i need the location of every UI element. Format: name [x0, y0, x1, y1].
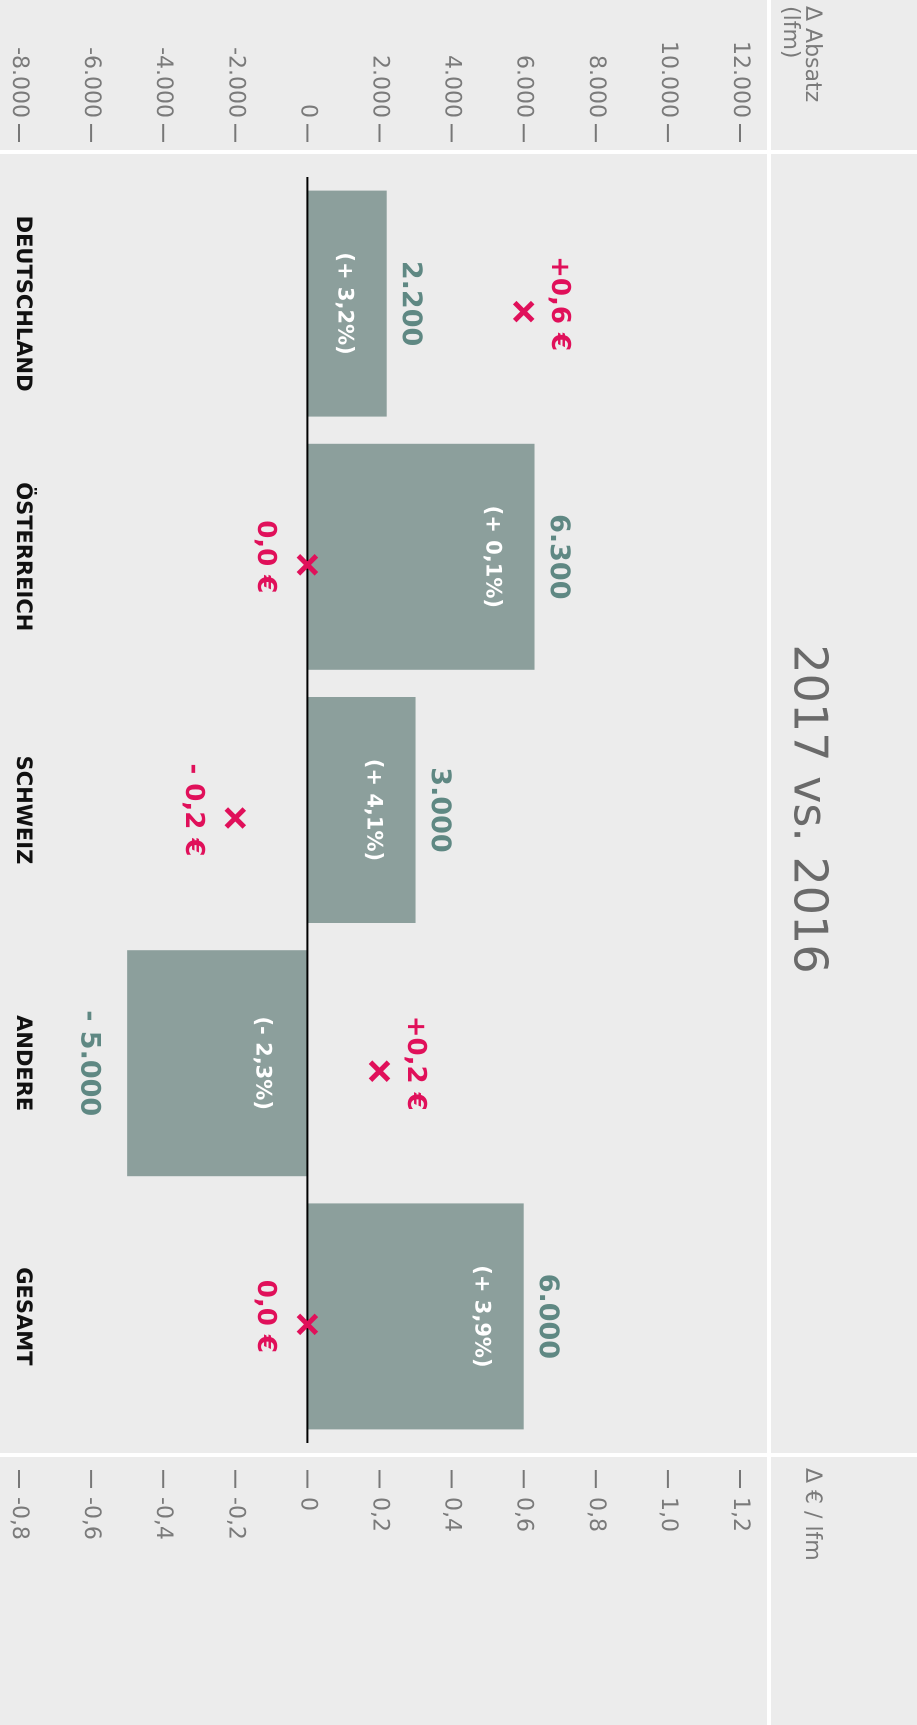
y-tick-label: 4.000	[440, 55, 465, 118]
y-tick-label: 0	[295, 104, 320, 118]
y-tick-label: 2.000	[368, 55, 393, 118]
y2-tick-label: -0,8	[7, 1497, 32, 1540]
y2-tick-label: -0,4	[151, 1497, 176, 1540]
bar-percent-label: (- 2,3%)	[251, 1016, 275, 1109]
y2-tick-label: 0,4	[440, 1497, 465, 1532]
bar	[307, 697, 416, 923]
bar-value-label: - 5.000	[75, 1010, 106, 1116]
y-tick-label: 8.000	[584, 55, 609, 118]
x-tick-label: ÖSTERREICH	[12, 482, 37, 631]
bar-value-label: 3.000	[425, 767, 456, 852]
bar-value-label: 2.200	[396, 261, 427, 346]
cross-marker	[296, 554, 319, 576]
cross-value-label: - 0,2 €	[179, 763, 209, 856]
cross-marker	[224, 807, 247, 829]
y2-tick-label: -0,2	[223, 1497, 248, 1540]
cross-value-label: +0,2 €	[401, 1016, 431, 1111]
cross-marker	[368, 1060, 391, 1082]
bar-percent-label: (+ 3,9%)	[471, 1265, 495, 1367]
bar-percent-label: (+ 0,1%)	[482, 506, 506, 608]
bar	[307, 190, 387, 417]
y-axis-title: Δ Absatz	[800, 6, 825, 102]
bar-percent-label: (+ 4,1%)	[363, 759, 387, 861]
bar-percent-label: (+ 3,2%)	[334, 252, 358, 354]
y2-tick-label: 0,8	[584, 1497, 609, 1532]
y-tick-label: 10.000	[656, 41, 681, 118]
x-tick-label: ANDERE	[12, 1015, 36, 1111]
cross-value-label: +0,6 €	[545, 256, 575, 351]
bar	[307, 1203, 524, 1430]
y2-tick-label: -0,6	[79, 1497, 104, 1540]
y-tick-label: 6.000	[512, 55, 537, 118]
cross-value-label: 0,0 €	[251, 1280, 281, 1353]
cross-marker	[512, 300, 535, 323]
bar-value-label: 6.300	[544, 514, 575, 599]
y-tick-label: -8.000	[7, 47, 32, 118]
y-tick-label: -6.000	[79, 47, 104, 118]
bar	[127, 950, 308, 1177]
y-axis-title: (lfm)	[778, 6, 803, 58]
bar-value-label: 6.000	[533, 1274, 564, 1359]
y2-tick-label: 1,0	[656, 1497, 681, 1532]
y-tick-label: -4.000	[151, 47, 176, 118]
y-tick-label: 12.000	[728, 41, 753, 118]
y2-axis-title: Δ € / lfm	[800, 1468, 825, 1561]
y2-tick-label: 0,2	[368, 1497, 393, 1532]
y-tick-label: -2.000	[223, 47, 248, 118]
bar	[307, 443, 535, 670]
cross-marker	[296, 1313, 319, 1336]
cross-value-label: 0,0 €	[251, 520, 281, 593]
y2-tick-label: 1,2	[728, 1497, 753, 1532]
y2-tick-label: 0	[295, 1497, 320, 1511]
x-tick-label: SCHWEIZ	[12, 756, 36, 865]
x-tick-label: GESAMT	[12, 1267, 36, 1366]
chart-title: 2017 vs. 2016	[784, 644, 838, 973]
x-tick-label: DEUTSCHLAND	[12, 216, 36, 392]
y2-tick-label: 0,6	[512, 1497, 537, 1532]
